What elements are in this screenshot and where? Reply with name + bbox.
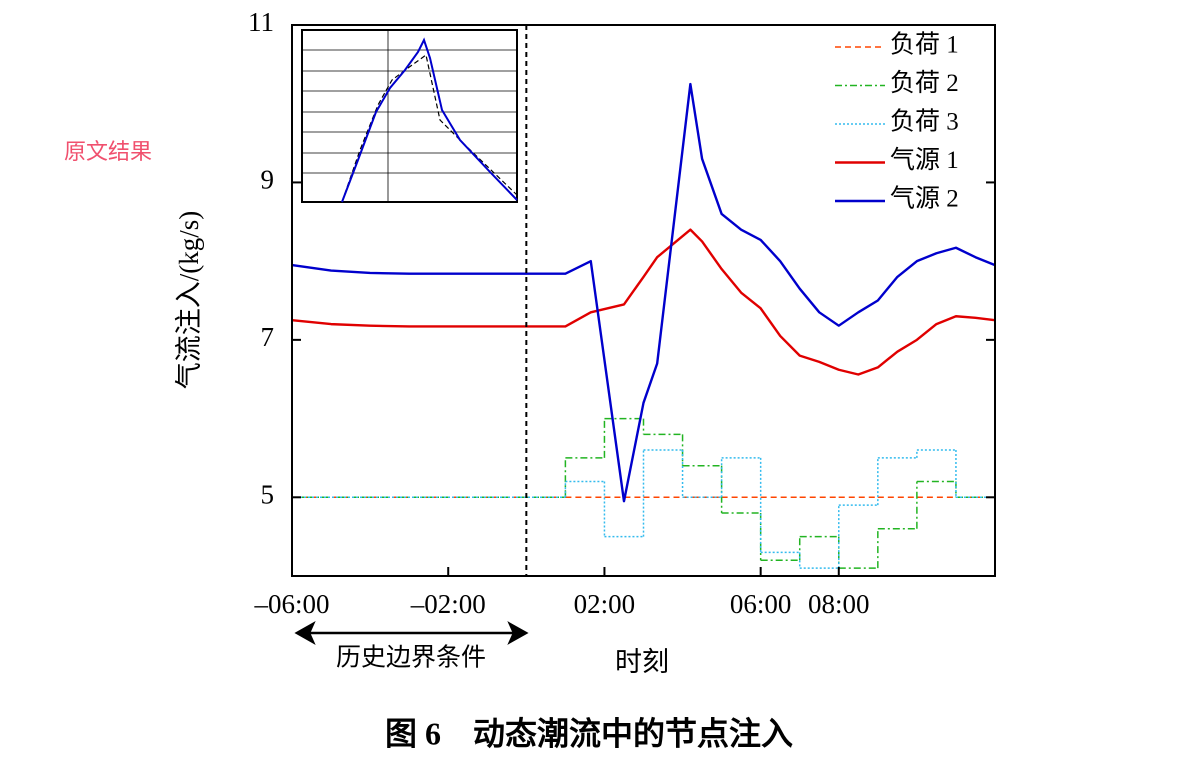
- x-tick-label: –02:00: [410, 589, 486, 619]
- x-tick-label: 06:00: [730, 589, 792, 619]
- inset: [301, 29, 518, 203]
- legend-label: 气源 1: [890, 146, 959, 174]
- legend-label: 负荷 2: [890, 69, 959, 97]
- legend-label: 气源 2: [890, 185, 959, 213]
- series-line: [291, 228, 996, 376]
- x-tick-label: 08:00: [808, 589, 870, 619]
- y-tick-label: 9: [261, 165, 275, 195]
- annotation: 历史边界条件: [336, 644, 486, 672]
- side-label: 原文结果: [64, 140, 152, 165]
- plot-frame: [291, 24, 996, 577]
- x-tick-label: 02:00: [574, 589, 636, 619]
- legend-label: 负荷 3: [890, 108, 959, 136]
- y-axis-label: 气流注入/(kg/s): [174, 211, 204, 390]
- x-axis-label: 时刻: [615, 647, 669, 677]
- y-tick-label: 11: [248, 7, 274, 37]
- annotation-arrow: [294, 621, 529, 645]
- y-tick-label: 5: [261, 479, 275, 509]
- caption: 图 6 动态潮流中的节点注入: [385, 715, 793, 751]
- y-tick-label: 7: [261, 322, 275, 352]
- x-tick-label: –06:00: [253, 589, 329, 619]
- series-line: [291, 82, 996, 503]
- legend-label: 负荷 1: [890, 31, 959, 59]
